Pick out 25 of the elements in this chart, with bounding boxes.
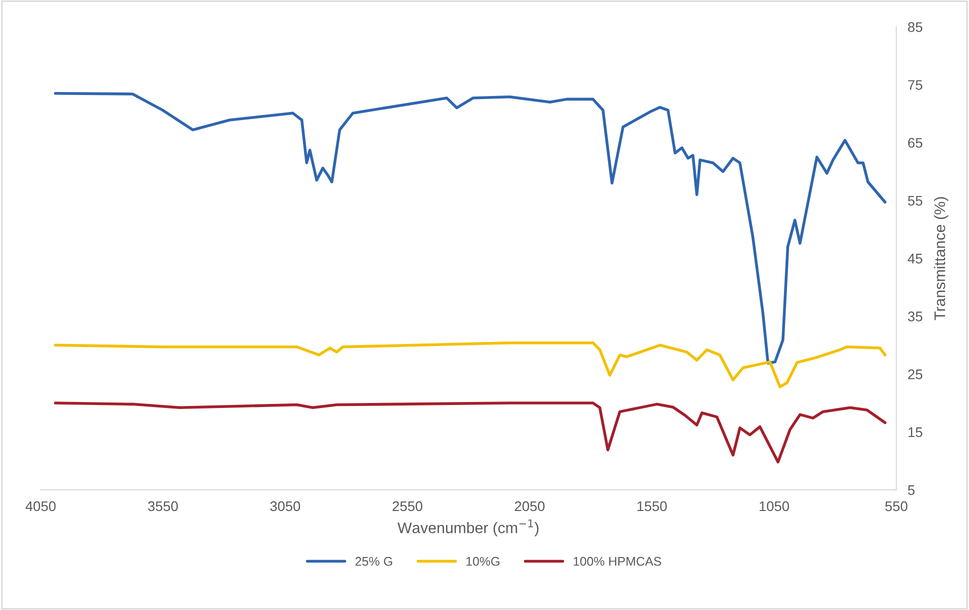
x-tick-label: 1550 [637,501,667,512]
x-tick-label: 2050 [514,501,545,512]
y-tick-label: 5 [908,485,915,495]
x-axis-title: Wavenumber (cm$^{−1}$) [398,519,538,536]
legend-label: 10%G [466,556,500,566]
x-tick-label: 3050 [270,501,300,512]
x-tick-label: 2550 [392,501,422,512]
legend-label: 100% HPMCAS [574,556,662,566]
line-series [54,92,886,364]
y-tick-label: 15 [908,427,922,438]
y-tick-label: 25 [908,369,922,380]
y-tick-label: 55 [908,196,922,206]
y-tick-label: 85 [908,22,922,32]
y-tick-label: 65 [908,138,922,148]
y-axis-title: Transmittance (%) [934,197,948,320]
x-tick-label: 4050 [26,501,56,512]
y-tick-label: 45 [908,254,922,264]
y-tick-label: 35 [908,312,922,322]
x-tick-label: 3550 [148,501,178,512]
x-tick-label: 550 [885,501,908,512]
legend-label: 25% G [355,556,392,566]
y-tick-label: 75 [908,80,922,90]
x-tick-label: 1050 [760,501,789,512]
line-series [54,402,886,464]
line-series [54,341,886,388]
